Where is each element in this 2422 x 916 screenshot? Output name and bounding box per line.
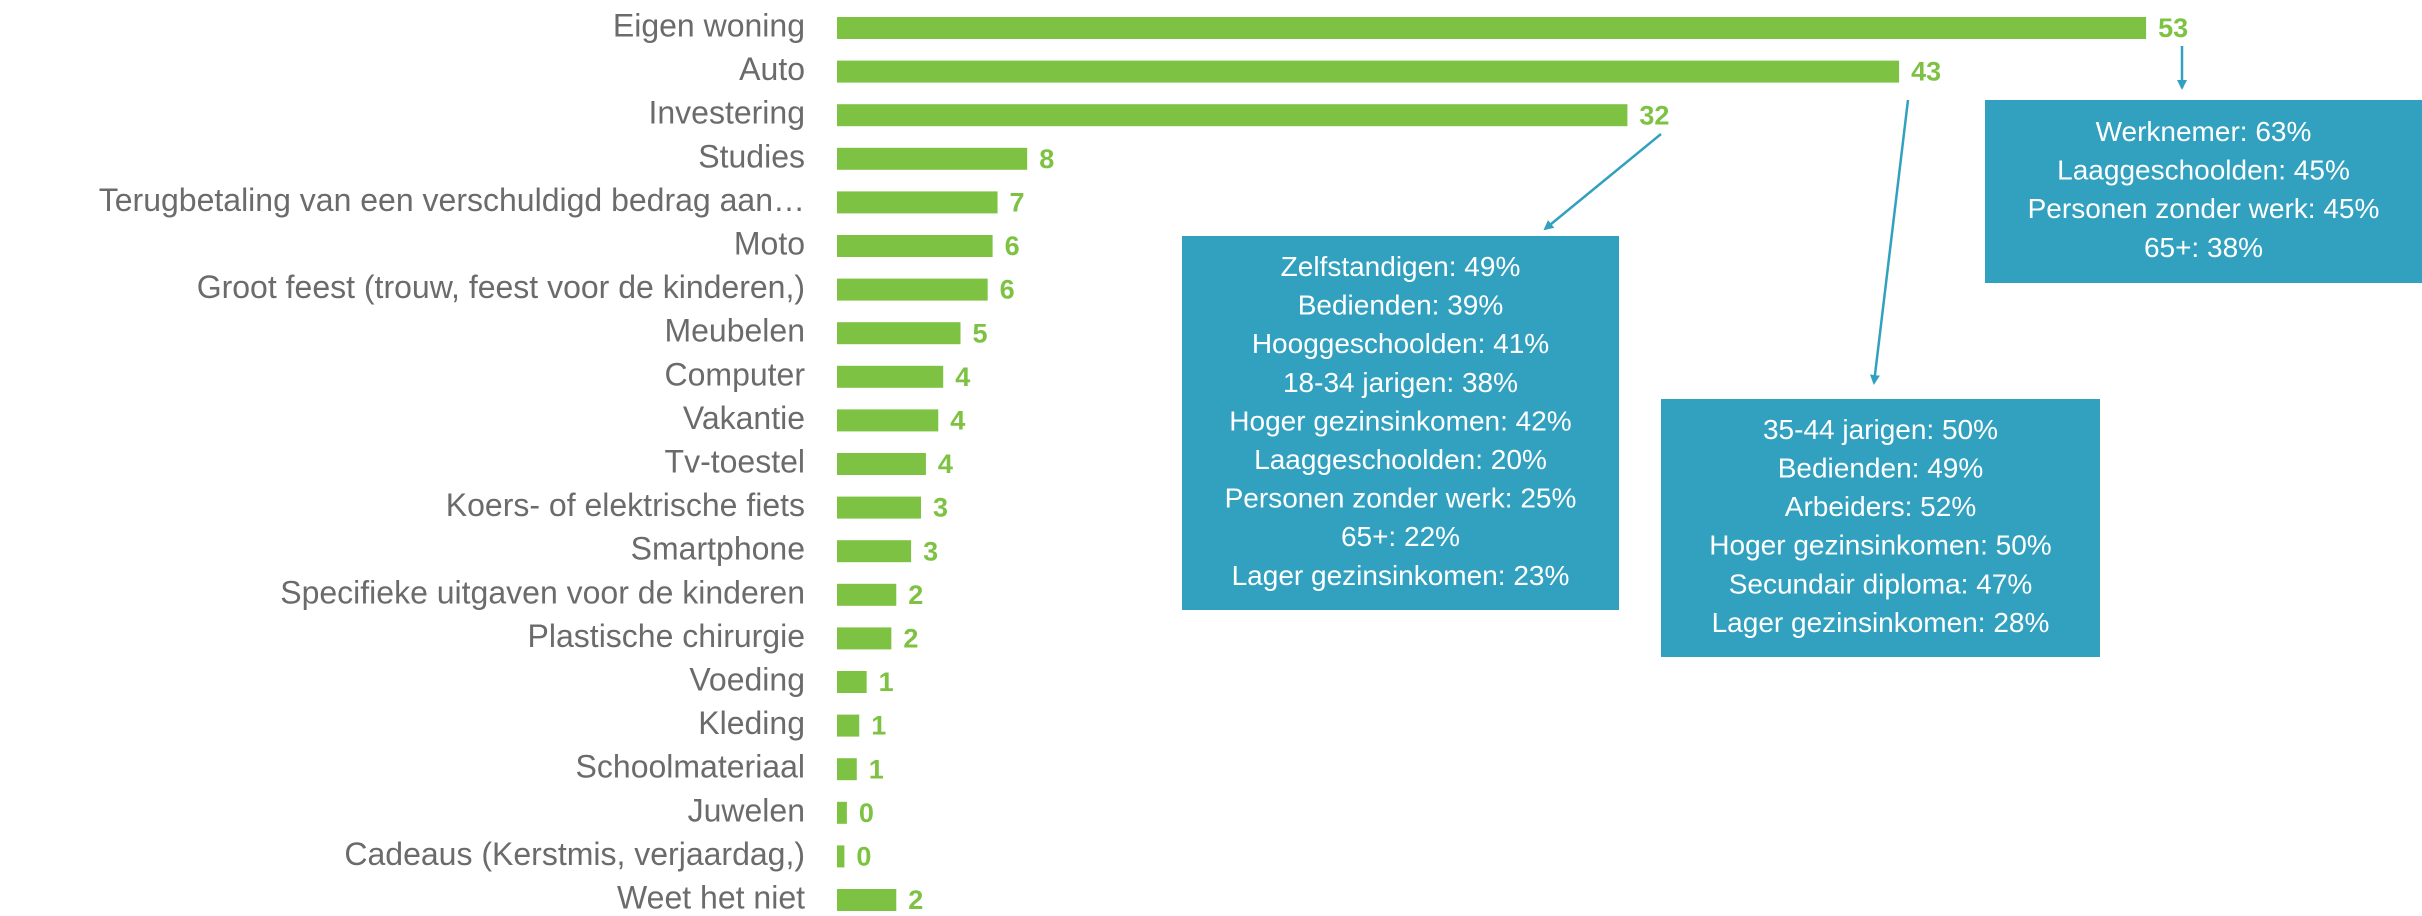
bar <box>837 627 892 650</box>
category-label: Kleding <box>698 705 805 741</box>
category-label: Vakantie <box>683 400 805 436</box>
bar <box>837 714 860 737</box>
annotation-text: Hooggeschoolden: 41% <box>1252 328 1549 359</box>
annotation-box <box>1661 399 2100 657</box>
annotation-text: Personen zonder werk: 45% <box>2028 193 2380 224</box>
category-label: Studies <box>698 138 805 174</box>
category-label: Cadeaus (Kerstmis, verjaardag,) <box>344 836 805 872</box>
bar <box>837 845 845 868</box>
bar <box>837 409 939 432</box>
value-label: 3 <box>923 536 938 566</box>
annotation-text: Bedienden: 39% <box>1298 290 1504 321</box>
bar <box>837 147 1028 170</box>
category-label: Investering <box>648 95 805 131</box>
bar <box>837 322 961 345</box>
annotation-text: Zelfstandigen: 49% <box>1281 251 1521 282</box>
category-label: Voeding <box>689 661 805 697</box>
value-label: 0 <box>856 842 871 872</box>
category-label: Groot feest (trouw, feest voor de kinder… <box>197 269 805 305</box>
value-label: 6 <box>1005 231 1020 261</box>
annotation-text: Laaggeschoolden: 45% <box>2057 155 2350 186</box>
bar <box>837 60 1900 83</box>
category-label: Auto <box>739 51 805 87</box>
arrow <box>1543 133 1662 231</box>
category-label: Meubelen <box>664 313 805 349</box>
annotation-text: 65+: 38% <box>2144 232 2263 263</box>
annotation-text: Laaggeschoolden: 20% <box>1254 444 1547 475</box>
category-label: Specifieke uitgaven voor de kinderen <box>280 574 805 610</box>
value-label: 3 <box>933 493 948 523</box>
annotation-text: Hoger gezinsinkomen: 50% <box>1709 530 2051 561</box>
category-label: Moto <box>734 225 805 261</box>
value-label: 1 <box>871 711 886 741</box>
category-label: Terugbetaling van een verschuldigd bedra… <box>99 182 805 218</box>
annotation-box <box>1182 236 1619 610</box>
value-label: 0 <box>859 798 874 828</box>
annotation-text: Werknemer: 63% <box>2096 116 2312 147</box>
bar <box>837 583 897 606</box>
category-label: Schoolmateriaal <box>576 749 805 785</box>
bar <box>837 496 921 519</box>
category-label: Tv-toestel <box>665 443 805 479</box>
bar <box>837 758 857 781</box>
annotation-text: Personen zonder werk: 25% <box>1225 483 1577 514</box>
value-label: 4 <box>938 449 953 479</box>
arrow <box>1869 99 1910 385</box>
value-label: 6 <box>1000 275 1015 305</box>
annotation-text: Arbeiders: 52% <box>1785 491 1976 522</box>
value-label: 2 <box>908 580 923 610</box>
bar <box>837 17 2147 39</box>
annotation-text: Hoger gezinsinkomen: 42% <box>1229 405 1571 436</box>
bar <box>837 889 897 911</box>
category-label: Smartphone <box>631 531 805 567</box>
value-label: 7 <box>1010 188 1025 218</box>
annotation-text: Bedienden: 49% <box>1778 452 1984 483</box>
category-label: Eigen woning <box>613 7 805 43</box>
annotation-text: Lager gezinsinkomen: 28% <box>1712 607 2050 638</box>
annotation-text: 65+: 22% <box>1341 521 1460 552</box>
value-label: 1 <box>879 667 894 697</box>
bar <box>837 104 1628 127</box>
value-label: 32 <box>1639 100 1669 130</box>
bar <box>837 278 988 301</box>
annotation-text: 18-34 jarigen: 38% <box>1283 367 1518 398</box>
value-label: 2 <box>908 885 923 915</box>
value-label: 1 <box>869 754 884 784</box>
annotation-text: Secundair diploma: 47% <box>1729 568 2033 599</box>
bar <box>837 453 926 475</box>
bar <box>837 235 993 257</box>
bar <box>837 191 998 214</box>
category-label: Weet het niet <box>617 879 805 915</box>
bar <box>837 671 867 693</box>
annotation-box <box>1985 100 2422 283</box>
bar <box>837 540 912 563</box>
value-label: 43 <box>1911 57 1941 87</box>
value-label: 2 <box>903 624 918 654</box>
category-label: Juwelen <box>688 792 805 828</box>
value-label: 8 <box>1039 144 1054 174</box>
category-label: Plastische chirurgie <box>528 618 805 654</box>
value-label: 5 <box>973 318 988 348</box>
category-label: Computer <box>665 356 806 392</box>
category-label: Koers- of elektrische fiets <box>446 487 805 523</box>
bar <box>837 365 944 388</box>
annotation-text: 35-44 jarigen: 50% <box>1763 414 1998 445</box>
value-label: 4 <box>950 406 965 436</box>
annotation-text: Lager gezinsinkomen: 23% <box>1232 560 1570 591</box>
bar <box>837 801 847 824</box>
value-label: 53 <box>2158 13 2188 43</box>
value-label: 4 <box>955 362 970 392</box>
